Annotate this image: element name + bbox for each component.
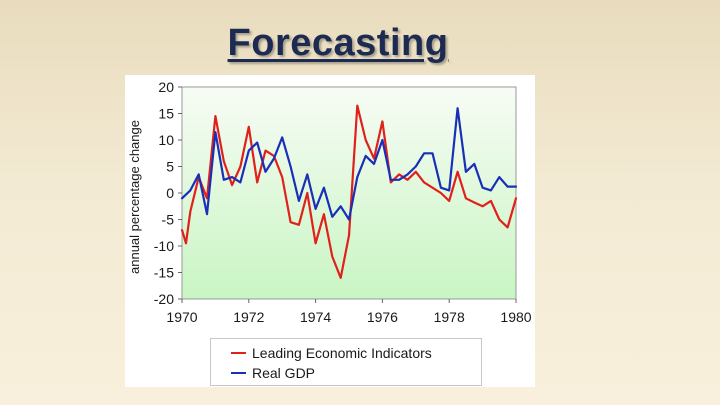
y-tick-label: 5 bbox=[166, 159, 174, 175]
legend: Leading Economic Indicators Real GDP bbox=[210, 338, 482, 386]
legend-label-leading-indicators: Leading Economic Indicators bbox=[252, 345, 432, 361]
plot-area bbox=[181, 86, 517, 300]
series-layer bbox=[180, 104, 518, 279]
x-tick-label: 1976 bbox=[367, 309, 398, 325]
legend-label-real-gdp: Real GDP bbox=[252, 365, 316, 381]
y-axis: 20 15 10 5 0 -5 -10 -15 -20 bbox=[154, 79, 182, 307]
x-tick-label: 1980 bbox=[500, 309, 531, 325]
legend-swatch-real-gdp bbox=[231, 372, 246, 374]
x-tick-label: 1974 bbox=[300, 309, 331, 325]
x-tick-label: 1978 bbox=[434, 309, 465, 325]
y-tick-label: 20 bbox=[158, 79, 174, 95]
chart-panel: 20 15 10 5 0 -5 -10 -15 -20 1970 1972 1974 1976 1978… bbox=[125, 75, 535, 387]
y-tick-label: -5 bbox=[162, 212, 175, 228]
y-tick-label: -10 bbox=[154, 238, 174, 254]
y-tick-label: 0 bbox=[166, 185, 174, 201]
slide-title: Forecasting bbox=[227, 22, 449, 64]
line-chart: 20 15 10 5 0 -5 -10 -15 -20 1970 1972 1974 1976 1978… bbox=[127, 79, 532, 325]
legend-item-real-gdp: Real GDP bbox=[231, 364, 315, 382]
series-line-leading-indicators bbox=[180, 104, 518, 279]
x-tick-label: 1972 bbox=[233, 309, 264, 325]
y-axis-label: annual percentage change bbox=[127, 120, 142, 274]
y-tick-label: 15 bbox=[158, 106, 174, 122]
y-tick-label: 10 bbox=[158, 132, 174, 148]
legend-swatch-leading-indicators bbox=[231, 352, 246, 354]
y-tick-label: -20 bbox=[154, 291, 174, 307]
series-line-real-gdp bbox=[180, 107, 518, 221]
legend-item-leading-indicators: Leading Economic Indicators bbox=[231, 344, 432, 362]
x-tick-label: 1970 bbox=[166, 309, 197, 325]
y-tick-label: -15 bbox=[154, 265, 174, 281]
x-axis: 1970 1972 1974 1976 1978 1980 bbox=[166, 299, 532, 325]
